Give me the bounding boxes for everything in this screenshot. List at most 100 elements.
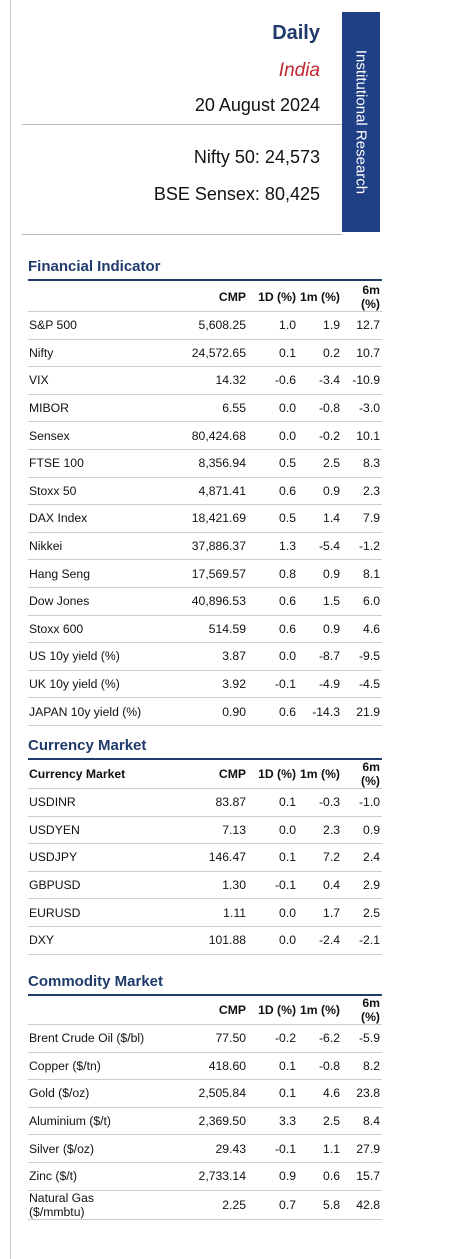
table-row: Hang Seng 17,569.57 0.8 0.9 8.1 bbox=[28, 559, 382, 588]
cell-value: -5.4 bbox=[298, 531, 342, 560]
column-header: 1D (%) bbox=[258, 767, 296, 781]
table-header-row: Currency Market CMP 1D (%) 1m (%) 6m (%) bbox=[28, 760, 382, 789]
cell-value: 0.90 bbox=[150, 697, 248, 726]
commodity-market-table: CMP 1D (%) 1m (%) 6m (%) Brent Crude Oil ($/… bbox=[28, 996, 382, 1220]
cell-value: -9.5 bbox=[342, 642, 382, 671]
table-row: Stoxx 50 4,871.41 0.6 0.9 2.3 bbox=[28, 476, 382, 505]
cell-value: 37,886.37 bbox=[150, 531, 248, 560]
table-row: Dow Jones 40,896.53 0.6 1.5 6.0 bbox=[28, 586, 382, 616]
table-row: Silver ($/oz) 29.43 -0.1 1.1 27.9 bbox=[28, 1134, 382, 1163]
cell-value: -2.1 bbox=[342, 925, 382, 955]
cell-value: 0.9 bbox=[298, 559, 342, 588]
cell-value: 0.1 bbox=[248, 788, 298, 817]
column-header: 6m (%) bbox=[361, 996, 380, 1024]
table-row: USDYEN 7.13 0.0 2.3 0.9 bbox=[28, 815, 382, 844]
cell-value: 0.8 bbox=[248, 559, 298, 588]
column-header: 6m (%) bbox=[361, 760, 380, 788]
row-label: DXY bbox=[28, 925, 150, 955]
financial-indicator-title: Financial Indicator bbox=[28, 258, 161, 275]
nifty-value: Nifty 50: 24,573 bbox=[193, 147, 320, 167]
cell-value: 0.0 bbox=[248, 421, 298, 450]
column-header: CMP bbox=[218, 1003, 246, 1017]
cell-value: 4.6 bbox=[342, 614, 382, 643]
cell-value: 8,356.94 bbox=[150, 448, 248, 478]
cell-value: 4,871.41 bbox=[150, 476, 248, 505]
cell-value: 2,369.50 bbox=[150, 1106, 248, 1135]
cell-value: 21.9 bbox=[342, 697, 382, 726]
header-divider bbox=[22, 124, 342, 125]
cell-value: 5,608.25 bbox=[150, 311, 248, 340]
cell-value: 1.11 bbox=[150, 898, 248, 927]
cell-value: 0.6 bbox=[248, 614, 298, 643]
row-label: Stoxx 600 bbox=[28, 614, 150, 643]
row-label: Aluminium ($/t) bbox=[28, 1106, 150, 1135]
table-row: UK 10y yield (%) 3.92 -0.1 -4.9 -4.5 bbox=[28, 669, 382, 698]
report-header: Daily India 20 August 2024 Nifty 50: 24,… bbox=[22, 0, 470, 236]
cell-value: 23.8 bbox=[342, 1079, 382, 1108]
table-row: FTSE 100 8,356.94 0.5 2.5 8.3 bbox=[28, 448, 382, 478]
cell-value: 0.2 bbox=[298, 338, 342, 367]
cell-value: -0.2 bbox=[248, 1024, 298, 1053]
column-header bbox=[28, 996, 150, 1025]
cell-value: -10.9 bbox=[342, 366, 382, 395]
cell-value: 0.1 bbox=[248, 1051, 298, 1080]
cell-value: -4.5 bbox=[342, 669, 382, 698]
row-label: EURUSD bbox=[28, 898, 150, 927]
cell-value: 14.32 bbox=[150, 366, 248, 395]
cell-value: -1.2 bbox=[342, 531, 382, 560]
cell-value: 0.0 bbox=[248, 898, 298, 927]
cell-value: 2.25 bbox=[150, 1189, 248, 1220]
row-label: Copper ($/tn) bbox=[28, 1051, 150, 1080]
cell-value: 40,896.53 bbox=[150, 586, 248, 616]
currency-market-table: Currency Market CMP 1D (%) 1m (%) 6m (%) USDI… bbox=[28, 760, 382, 955]
row-label: S&P 500 bbox=[28, 311, 150, 340]
report-date: 20 August 2024 bbox=[194, 95, 320, 115]
row-label: Dow Jones bbox=[28, 586, 150, 616]
cell-value: 0.0 bbox=[248, 393, 298, 422]
cell-value: 1.4 bbox=[298, 504, 342, 533]
cell-value: 1.1 bbox=[298, 1134, 342, 1163]
column-header: 1m (%) bbox=[300, 767, 340, 781]
cell-value: 0.9 bbox=[298, 476, 342, 505]
cell-value: 1.9 bbox=[298, 311, 342, 340]
cell-value: -0.8 bbox=[298, 1051, 342, 1080]
cell-value: 146.47 bbox=[150, 843, 248, 872]
row-label: Brent Crude Oil ($/bl) bbox=[28, 1024, 150, 1053]
cell-value: 8.4 bbox=[342, 1106, 382, 1135]
table-row: GBPUSD 1.30 -0.1 0.4 2.9 bbox=[28, 870, 382, 899]
cell-value: 10.1 bbox=[342, 421, 382, 450]
cell-value: 4.6 bbox=[298, 1079, 342, 1108]
column-header: Currency Market bbox=[29, 767, 126, 781]
cell-value: 0.9 bbox=[342, 815, 382, 844]
row-label: USDINR bbox=[28, 788, 150, 817]
table-row: Nifty 24,572.65 0.1 0.2 10.7 bbox=[28, 338, 382, 367]
cell-value: 7.13 bbox=[150, 815, 248, 844]
commodity-market-title: Commodity Market bbox=[28, 973, 164, 990]
cell-value: 0.5 bbox=[248, 448, 298, 478]
row-label: US 10y yield (%) bbox=[28, 642, 150, 671]
cell-value: 2.4 bbox=[342, 843, 382, 872]
cell-value: -3.0 bbox=[342, 393, 382, 422]
table-row: USDJPY 146.47 0.1 7.2 2.4 bbox=[28, 843, 382, 872]
cell-value: 0.1 bbox=[248, 1079, 298, 1108]
side-band bbox=[342, 12, 380, 232]
cell-value: 80,424.68 bbox=[150, 421, 248, 450]
table-row: Natural Gas ($/mmbtu) 2.25 0.7 5.8 42.8 bbox=[28, 1189, 382, 1220]
cell-value: 418.60 bbox=[150, 1051, 248, 1080]
cell-value: -5.9 bbox=[342, 1024, 382, 1053]
cell-value: -0.3 bbox=[298, 788, 342, 817]
table-row: USDINR 83.87 0.1 -0.3 -1.0 bbox=[28, 788, 382, 817]
row-label: VIX bbox=[28, 366, 150, 395]
table-header-row: CMP 1D (%) 1m (%) 6m (%) bbox=[28, 283, 382, 312]
cell-value: 24,572.65 bbox=[150, 338, 248, 367]
row-label: Zinc ($/t) bbox=[28, 1161, 150, 1191]
cell-value: 2.9 bbox=[342, 870, 382, 899]
cell-value: 1.0 bbox=[248, 311, 298, 340]
cell-value: 77.50 bbox=[150, 1024, 248, 1053]
cell-value: 2.3 bbox=[298, 815, 342, 844]
cell-value: -6.2 bbox=[298, 1024, 342, 1053]
cell-value: -3.4 bbox=[298, 366, 342, 395]
cell-value: 83.87 bbox=[150, 788, 248, 817]
cell-value: 0.7 bbox=[248, 1189, 298, 1220]
side-band-label: Institutional Research bbox=[352, 49, 370, 195]
